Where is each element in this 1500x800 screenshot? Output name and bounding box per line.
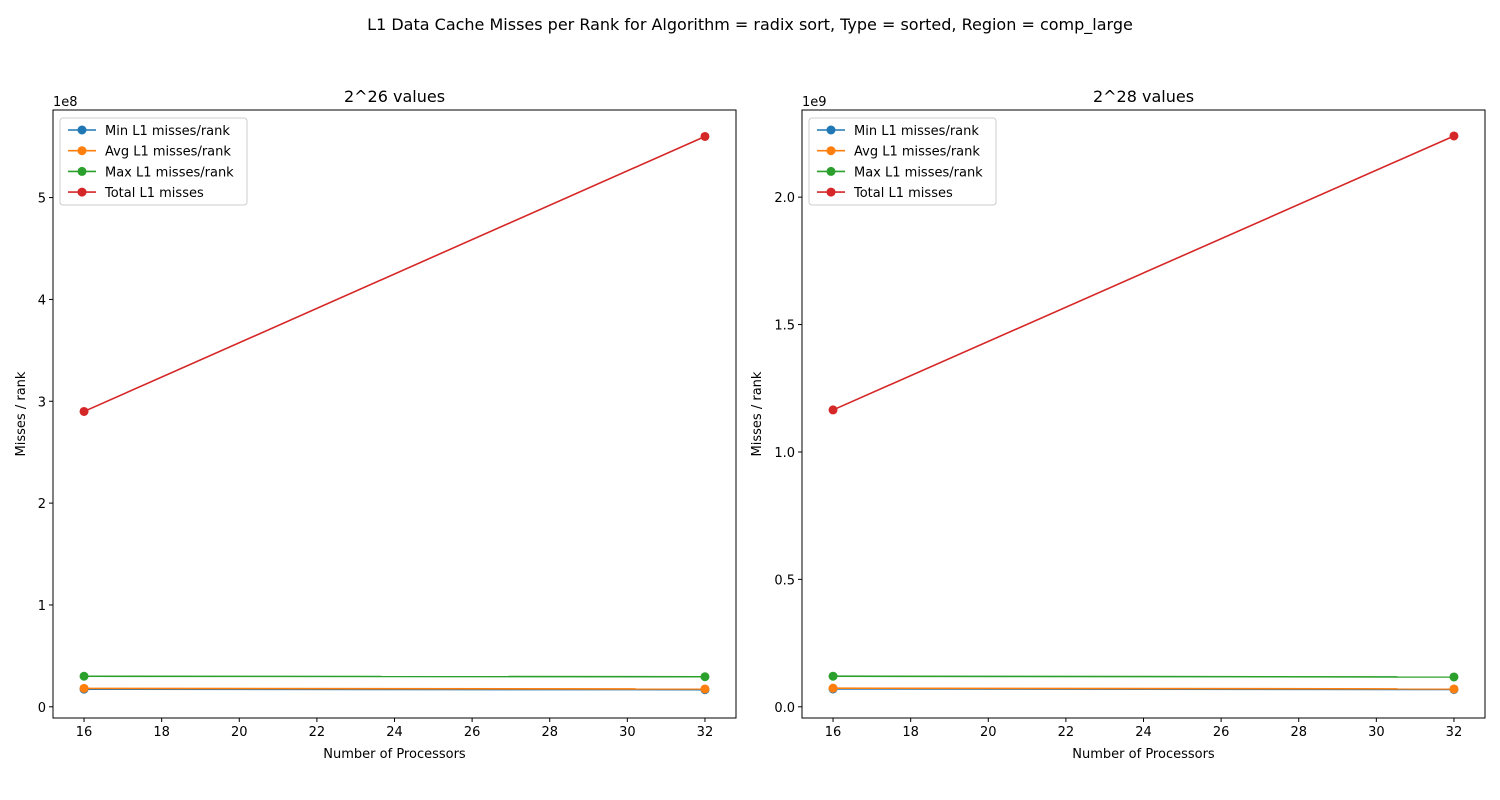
x-tick-label: 28 — [541, 725, 558, 740]
x-tick-label: 18 — [902, 725, 919, 740]
y-tick-label: 1.0 — [774, 446, 795, 461]
x-tick-label: 32 — [697, 725, 714, 740]
legend-entry-label: Min L1 misses/rank — [105, 124, 230, 139]
x-tick-label: 22 — [1058, 725, 1075, 740]
legend-entry-label: Avg L1 misses/rank — [854, 145, 980, 160]
legend: Min L1 misses/rank Avg L1 misses/rank Max … — [808, 117, 997, 206]
legend-marker — [77, 166, 87, 176]
x-tick-label: 20 — [231, 725, 248, 740]
x-tick-label: 24 — [386, 725, 403, 740]
y-tick-label: 2 — [38, 497, 46, 512]
x-axis-label: Number of Processors — [323, 747, 466, 762]
x-tick-label: 18 — [153, 725, 170, 740]
data-point-total-l1-misses — [700, 131, 710, 141]
data-point-max-l1-misses-rank — [79, 671, 89, 681]
series-line-max-l1-misses-rank — [84, 675, 705, 678]
chart-panel-left: 2^26 values 1e8 Number of Processors Mis… — [14, 87, 737, 762]
chart-panel-right: 2^28 values 1e9 Number of Processors Mis… — [750, 87, 1486, 762]
data-point-avg-l1-misses-rank — [828, 683, 838, 693]
chart-title: 2^26 values — [344, 87, 445, 106]
x-tick-label: 20 — [980, 725, 997, 740]
series-line-max-l1-misses-rank — [833, 675, 1454, 678]
figure-suptitle: L1 Data Cache Misses per Rank for Algori… — [367, 15, 1133, 35]
x-tick-label: 22 — [309, 725, 326, 740]
y-axis-offset-text: 1e9 — [802, 95, 827, 110]
x-axis-label: Number of Processors — [1072, 747, 1215, 762]
legend-marker — [826, 187, 836, 197]
data-point-max-l1-misses-rank — [828, 671, 838, 681]
x-tick-label: 16 — [76, 725, 93, 740]
legend-entry-label: Total L1 misses — [853, 186, 953, 201]
y-tick-label: 0.5 — [774, 573, 795, 588]
legend-marker — [826, 125, 836, 135]
y-tick-label: 1 — [38, 599, 46, 614]
legend-marker — [826, 166, 836, 176]
y-tick-label: 2.0 — [774, 191, 795, 206]
x-tick-label: 28 — [1290, 725, 1307, 740]
x-tick-label: 26 — [1213, 725, 1230, 740]
x-tick-label: 16 — [825, 725, 842, 740]
legend: Min L1 misses/rank Avg L1 misses/rank Max … — [59, 117, 248, 206]
y-tick-label: 3 — [38, 395, 46, 410]
legend-marker — [77, 146, 87, 156]
legend-entry-label: Avg L1 misses/rank — [105, 145, 231, 160]
legend-marker — [77, 125, 87, 135]
data-point-total-l1-misses — [1449, 131, 1459, 141]
series-line-avg-l1-misses-rank — [84, 687, 705, 690]
legend-entry-label: Min L1 misses/rank — [854, 124, 979, 139]
x-tick-label: 30 — [619, 725, 636, 740]
x-tick-label: 32 — [1446, 725, 1463, 740]
x-tick-label: 24 — [1135, 725, 1152, 740]
y-tick-label: 1.5 — [774, 319, 795, 334]
legend-marker — [77, 187, 87, 197]
y-tick-label: 4 — [38, 293, 46, 308]
data-point-total-l1-misses — [79, 406, 89, 416]
y-tick-label: 0 — [38, 701, 46, 716]
series-line-avg-l1-misses-rank — [833, 687, 1454, 690]
series-line-total-l1-misses — [832, 135, 1455, 411]
data-point-total-l1-misses — [828, 405, 838, 415]
legend-entry-label: Max L1 misses/rank — [854, 165, 983, 180]
data-point-avg-l1-misses-rank — [79, 683, 89, 693]
legend-box — [59, 117, 248, 206]
data-point-avg-l1-misses-rank — [700, 684, 710, 694]
data-point-max-l1-misses-rank — [1449, 672, 1459, 682]
legend-box — [808, 117, 997, 206]
legend-marker — [826, 146, 836, 156]
chart-title: 2^28 values — [1093, 87, 1194, 106]
y-axis-label: Misses / rank — [14, 371, 29, 456]
y-tick-label: 0.0 — [774, 701, 795, 716]
legend-entry-label: Max L1 misses/rank — [105, 165, 234, 180]
y-axis-offset-text: 1e8 — [53, 95, 78, 110]
legend-entry-label: Total L1 misses — [104, 186, 204, 201]
x-tick-label: 26 — [464, 725, 481, 740]
x-tick-label: 30 — [1368, 725, 1385, 740]
data-point-avg-l1-misses-rank — [1449, 684, 1459, 694]
series-line-total-l1-misses — [83, 135, 706, 413]
y-tick-label: 5 — [38, 192, 46, 207]
data-point-max-l1-misses-rank — [700, 672, 710, 682]
y-axis-label: Misses / rank — [750, 371, 765, 456]
